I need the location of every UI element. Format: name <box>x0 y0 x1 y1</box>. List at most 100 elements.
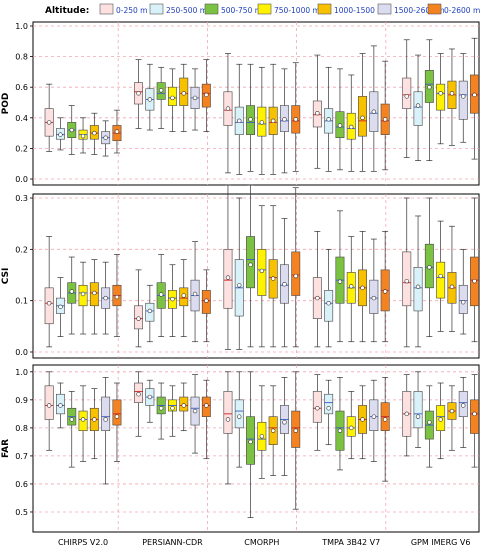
box <box>44 385 54 420</box>
mean-marker <box>427 420 432 425</box>
legend-swatch <box>257 3 272 15</box>
box-series-2 <box>413 215 423 348</box>
mean-marker <box>349 124 354 130</box>
mean-marker <box>204 298 209 303</box>
box-series-5 <box>268 205 278 348</box>
box-series-3 <box>424 197 434 337</box>
box-series-5 <box>447 225 457 332</box>
mean-marker <box>438 417 443 422</box>
mean-marker <box>225 417 231 422</box>
box <box>291 251 301 296</box>
box-series-7 <box>112 109 122 154</box>
box-series-1 <box>134 269 143 348</box>
mean-marker <box>136 392 141 397</box>
box-group <box>44 236 122 348</box>
mean-marker <box>337 428 343 433</box>
box <box>223 391 233 434</box>
box-group <box>402 37 479 161</box>
box-series-3 <box>156 254 166 337</box>
mean-marker <box>315 111 320 116</box>
mean-marker <box>80 417 86 422</box>
mean-marker <box>181 91 186 96</box>
box-series-6 <box>458 377 468 448</box>
box <box>402 251 412 307</box>
mean-marker <box>293 273 298 279</box>
mean-marker <box>282 117 287 122</box>
mean-marker <box>158 406 164 411</box>
box-series-2 <box>324 379 334 446</box>
box-series-6 <box>369 238 379 343</box>
mean-marker <box>181 293 186 298</box>
box-series-5 <box>268 385 278 476</box>
box-series-1 <box>223 53 233 174</box>
box-group <box>44 83 122 157</box>
box-series-4 <box>168 385 177 437</box>
box-series-1 <box>402 374 412 457</box>
box-series-5 <box>179 63 189 132</box>
box-series-3 <box>335 377 345 471</box>
mean-marker <box>259 268 265 274</box>
mean-marker <box>92 130 97 136</box>
mean-marker <box>114 414 120 419</box>
box-group <box>402 371 479 468</box>
box <box>413 91 423 126</box>
box-series-6 <box>190 68 200 131</box>
mean-marker <box>92 417 97 422</box>
mean-marker <box>147 308 153 314</box>
box-series-5 <box>89 259 99 335</box>
legend-swatch <box>204 3 219 15</box>
mean-marker <box>259 120 265 125</box>
mean-marker <box>382 289 388 294</box>
box-group <box>134 241 211 348</box>
mean-marker <box>192 408 198 414</box>
legend-swatch <box>149 3 164 15</box>
mean-marker <box>472 278 477 284</box>
mean-marker <box>192 95 198 101</box>
mean-marker <box>438 273 443 279</box>
mean-marker <box>472 411 477 417</box>
panel-frame <box>32 364 480 533</box>
box-series-6 <box>101 377 111 485</box>
mean-marker <box>248 262 253 267</box>
mean-marker <box>427 84 432 90</box>
mean-marker <box>382 117 388 122</box>
box-series-7 <box>201 379 211 460</box>
box-series-5 <box>358 53 367 172</box>
y-tick-label: 0.3 <box>15 194 28 203</box>
box-series-5 <box>89 388 99 460</box>
box-series-3 <box>67 256 77 335</box>
box-series-5 <box>179 382 189 432</box>
box <box>246 236 255 289</box>
mean-marker <box>326 117 331 122</box>
box-series-3 <box>335 68 345 171</box>
box-series-3 <box>246 63 255 172</box>
box-series-1 <box>312 54 322 169</box>
panel-frame <box>32 193 480 359</box>
box-series-6 <box>369 379 379 462</box>
mean-marker <box>371 295 377 301</box>
box <box>234 399 244 429</box>
mean-marker <box>103 295 108 301</box>
x-tick-label: TMPA 3B42 V7 <box>321 538 380 547</box>
mean-marker <box>58 304 63 310</box>
panels: 0.00.20.40.60.81.0POD0.00.10.20.3CSI0.50… <box>1 21 480 547</box>
box <box>413 391 423 429</box>
box <box>458 284 468 314</box>
box-series-2 <box>55 277 65 337</box>
box-series-4 <box>257 385 267 479</box>
mean-marker <box>282 282 287 287</box>
box-series-3 <box>67 105 77 155</box>
y-tick-label: 0.5 <box>15 508 28 517</box>
mean-marker <box>270 118 276 124</box>
y-tick-label: 0.6 <box>15 480 28 489</box>
mean-marker <box>371 414 377 419</box>
box-series-5 <box>179 259 189 337</box>
mean-marker <box>237 118 242 124</box>
mean-marker <box>80 133 86 139</box>
legend-title: Altitude: <box>45 6 89 16</box>
box-series-4 <box>78 117 88 154</box>
mean-marker <box>315 295 320 301</box>
box-series-3 <box>246 184 255 348</box>
box-group <box>44 371 122 485</box>
mean-marker <box>404 94 409 99</box>
